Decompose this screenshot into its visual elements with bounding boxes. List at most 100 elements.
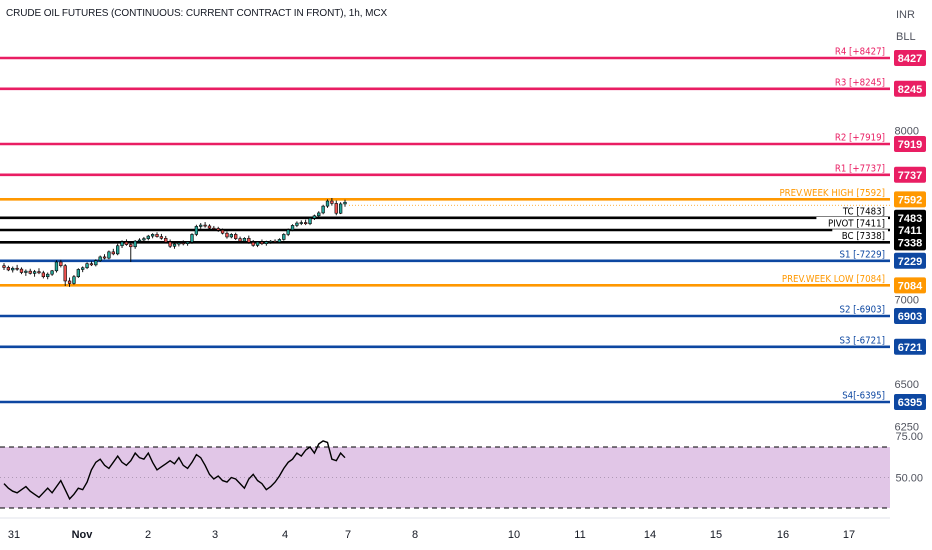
candle <box>15 264 19 271</box>
candle <box>303 219 308 226</box>
price-tick: 7000 <box>895 295 919 307</box>
candle <box>98 255 102 262</box>
candle <box>312 214 317 221</box>
candle <box>247 235 251 244</box>
rsi-tick: 50.00 <box>895 473 923 485</box>
time-label: 3 <box>212 529 218 541</box>
time-label: 16 <box>777 529 789 541</box>
candle <box>172 242 177 249</box>
candle <box>54 260 59 273</box>
candle <box>234 232 238 240</box>
candles <box>2 198 347 287</box>
level-badge-value: 7411 <box>898 225 922 237</box>
candle <box>308 216 312 226</box>
level-badge <box>894 277 926 294</box>
candle <box>190 233 194 244</box>
level-badge <box>894 50 926 66</box>
candle <box>37 268 41 275</box>
level-badge-value: 7737 <box>898 170 922 182</box>
candle <box>137 238 142 244</box>
level-label: S3 [-6721] <box>839 335 885 346</box>
candle <box>286 228 290 237</box>
candle <box>142 236 146 243</box>
time-label: 17 <box>843 529 855 541</box>
candle <box>216 226 220 232</box>
level-badge <box>894 209 926 226</box>
candle <box>2 263 6 270</box>
candle <box>155 232 159 238</box>
level-badge-value: 6903 <box>898 311 922 323</box>
candle <box>207 224 212 230</box>
candle <box>41 270 46 279</box>
level-label: S1 [-7229] <box>839 249 885 260</box>
candle <box>177 241 181 247</box>
level-label: PREV.WEEK HIGH [7592] <box>779 188 885 199</box>
candle <box>321 204 325 215</box>
candle <box>225 231 229 239</box>
candle <box>111 248 115 256</box>
level-badge <box>894 252 926 269</box>
level-badge-value: 7483 <box>898 213 922 225</box>
level-label: TC [7483] <box>842 206 885 217</box>
candle <box>260 239 264 246</box>
candle <box>107 250 111 260</box>
time-label: 2 <box>145 529 151 541</box>
level-label: PIVOT [7411] <box>828 219 885 230</box>
time-label: 15 <box>710 529 722 541</box>
price-tick: 6500 <box>895 379 919 391</box>
candle <box>94 259 98 267</box>
level-badge-value: 7084 <box>898 280 923 292</box>
candle <box>50 269 54 276</box>
candle <box>229 233 233 239</box>
level-badge-value: 7338 <box>898 237 922 249</box>
candle <box>32 269 37 277</box>
candle <box>203 222 207 228</box>
chart-title: CRUDE OIL FUTURES (CONTINUOUS: CURRENT C… <box>6 8 388 19</box>
candle <box>46 272 50 280</box>
candle <box>164 235 168 244</box>
level-badge-value: 6721 <box>898 342 922 354</box>
currency-label: INR <box>896 9 915 21</box>
candle <box>120 240 124 248</box>
candle <box>85 262 89 270</box>
candle <box>255 241 260 248</box>
candle <box>102 254 107 260</box>
candle <box>264 240 268 246</box>
rsi-tick: 75.00 <box>895 431 923 443</box>
time-label: 8 <box>412 529 418 541</box>
candle <box>338 202 343 215</box>
candle <box>72 275 76 285</box>
candle <box>269 239 273 244</box>
candle <box>238 236 242 243</box>
candle <box>194 224 199 237</box>
candle <box>76 268 80 278</box>
candle <box>67 277 72 287</box>
candle <box>63 264 67 287</box>
level-badge <box>894 80 926 97</box>
time-label: 11 <box>574 529 585 541</box>
level-label: R4 [+8427] <box>835 47 885 58</box>
candle <box>317 211 321 218</box>
candle <box>181 240 185 246</box>
level-badge-value: 6395 <box>898 397 922 409</box>
time-label: 10 <box>508 529 520 541</box>
rsi-line <box>3 440 346 501</box>
candle <box>334 200 338 216</box>
candle <box>295 221 299 228</box>
level-label: R1 [+7737] <box>835 163 885 174</box>
candle <box>343 199 347 207</box>
time-label: 4 <box>282 529 288 541</box>
candle <box>24 269 28 276</box>
level-badge <box>894 136 926 152</box>
candle <box>28 268 32 275</box>
candle <box>150 233 155 239</box>
candle <box>290 224 295 232</box>
candle <box>299 220 303 226</box>
level-label: S2 [-6903] <box>839 305 885 316</box>
candle <box>242 237 247 243</box>
candle <box>81 266 85 273</box>
unit-label: BLL <box>896 31 916 43</box>
candle <box>6 265 11 272</box>
candle <box>282 233 286 241</box>
